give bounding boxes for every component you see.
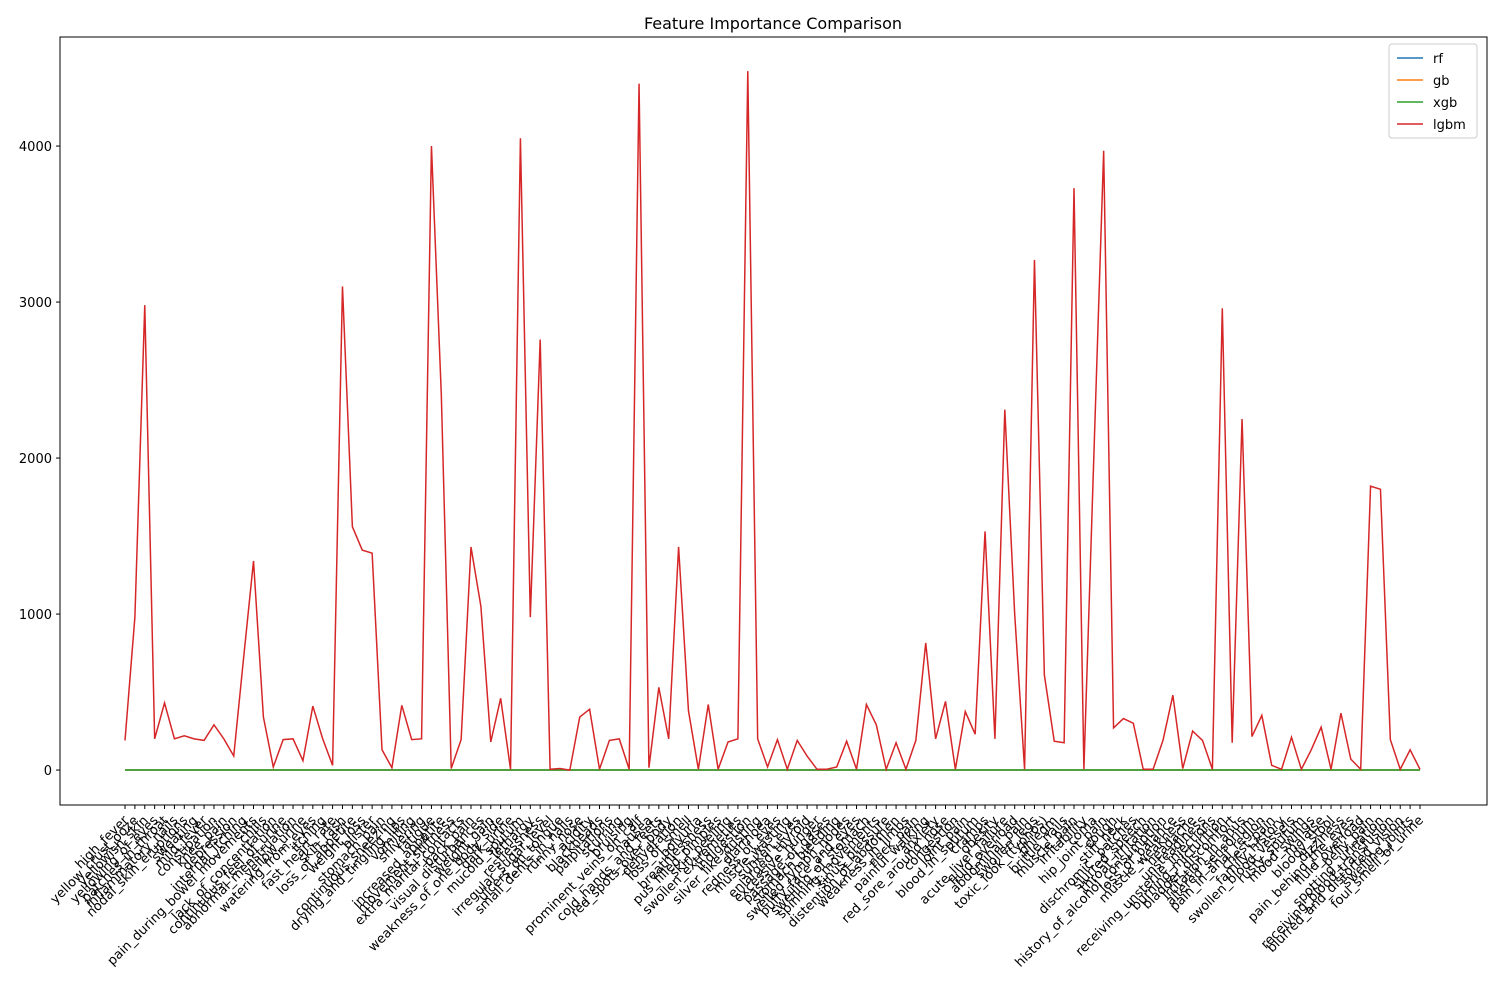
legend-box [1388, 43, 1478, 139]
y-tick-label: 3000 [19, 296, 52, 311]
legend-label: lgbm [1433, 118, 1466, 133]
legend-label: gb [1433, 74, 1450, 89]
plot-frame [59, 36, 1488, 806]
y-tick-label: 1000 [19, 608, 52, 623]
y-tick-label: 0 [44, 764, 52, 779]
legend-label: rf [1433, 52, 1443, 67]
y-tick-label: 2000 [19, 452, 52, 467]
chart-title: Feature Importance Comparison [644, 14, 902, 33]
series-line [124, 71, 1421, 772]
legend-label: xgb [1433, 96, 1457, 111]
y-tick-label: 4000 [19, 140, 52, 155]
